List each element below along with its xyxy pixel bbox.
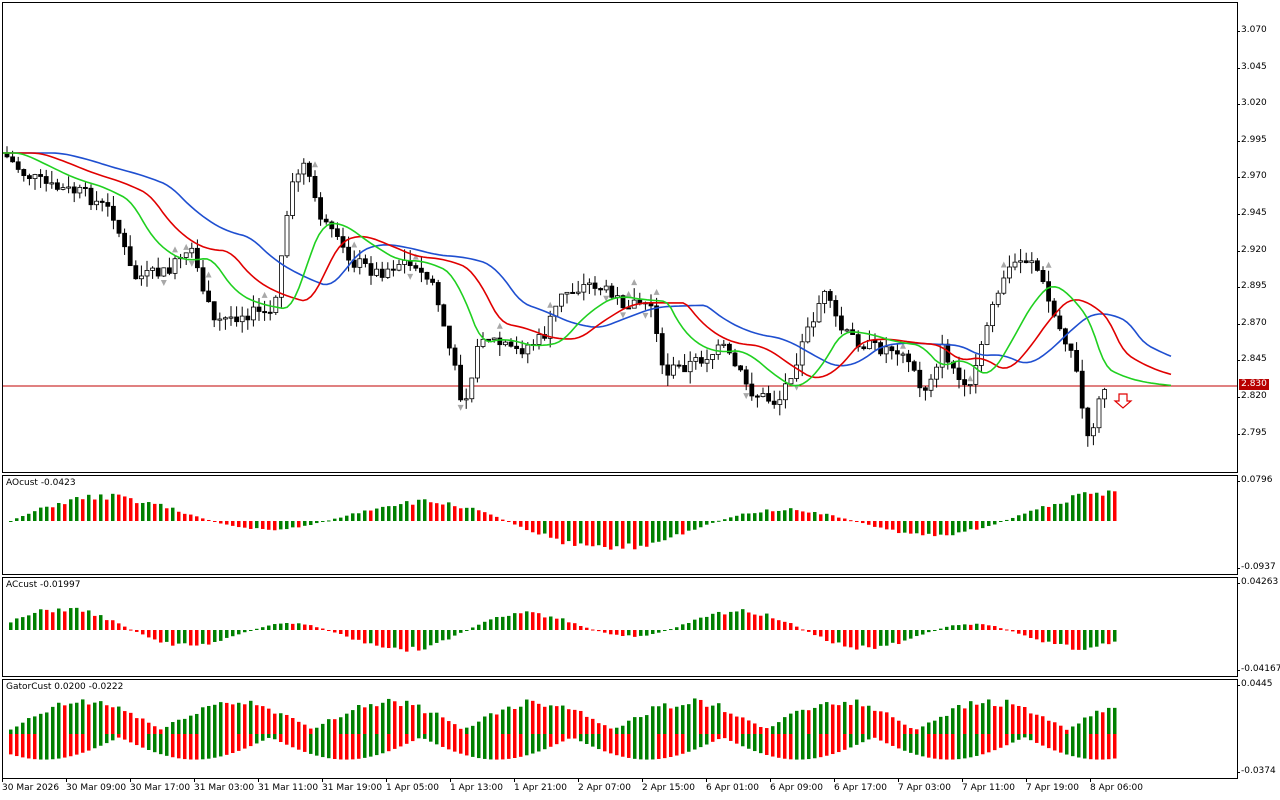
ac-histogram [9,607,1117,652]
time-label: 30 Mar 2026 [2,779,60,793]
time-label: 1 Apr 13:00 [450,779,503,793]
time-label: 31 Mar 03:00 [194,779,255,793]
current-price-badge: 2.830 [1239,379,1269,390]
time-label: 30 Mar 17:00 [130,779,191,793]
ac-scale-top: 0.04263 [1236,577,1279,587]
down-arrow-icon [1113,393,1133,409]
price-chart-pane[interactable] [2,2,1238,473]
gator-histogram [9,698,1117,760]
time-label: 6 Apr 09:00 [770,779,823,793]
price-tick: 3.020 [1237,98,1267,108]
time-label: 1 Apr 05:00 [386,779,439,793]
price-tick: 2.870 [1237,318,1267,328]
time-label: 7 Apr 03:00 [898,779,951,793]
time-label: 30 Mar 09:00 [66,779,127,793]
price-chart[interactable] [3,3,1238,473]
price-tick: 2.845 [1237,354,1267,364]
ao-title: AOcust -0.0423 [6,478,76,488]
price-tick: 2.995 [1237,135,1267,145]
price-tick: 2.820 [1237,391,1267,401]
ac-indicator-pane[interactable]: ACcust -0.01997 [2,577,1238,677]
price-tick: 2.795 [1237,428,1267,438]
ao-scale-bottom: -0.0937 [1237,562,1276,572]
price-tick: 3.045 [1237,62,1267,72]
time-label: 6 Apr 01:00 [706,779,759,793]
gator-indicator-pane[interactable]: GatorCust 0.0200 -0.0222 [2,679,1238,779]
ac-scale-bottom: -0.04167 [1236,664,1280,674]
gator-scale-bottom: -0.0374 [1237,766,1276,776]
time-label: 7 Apr 11:00 [962,779,1015,793]
time-label: 7 Apr 19:00 [1026,779,1079,793]
time-label: 2 Apr 07:00 [578,779,631,793]
ao-scale-top: 0.0796 [1237,475,1273,485]
ao-indicator-pane[interactable]: AOcust -0.0423 [2,475,1238,575]
price-tick: 2.945 [1237,208,1267,218]
ao-histogram [9,490,1117,550]
time-label: 6 Apr 17:00 [834,779,887,793]
time-label: 1 Apr 21:00 [514,779,567,793]
gator-title: GatorCust 0.0200 -0.0222 [6,682,124,692]
price-tick: 3.070 [1237,25,1267,35]
price-tick: 2.970 [1237,171,1267,181]
price-tick: 2.895 [1237,281,1267,291]
time-label: 31 Mar 11:00 [258,779,319,793]
price-tick: 2.920 [1237,245,1267,255]
ac-title: ACcust -0.01997 [6,580,81,590]
gator-scale-top: 0.0445 [1237,679,1273,689]
time-label: 8 Apr 06:00 [1090,779,1143,793]
time-label: 31 Mar 19:00 [322,779,383,793]
time-label: 2 Apr 15:00 [642,779,695,793]
